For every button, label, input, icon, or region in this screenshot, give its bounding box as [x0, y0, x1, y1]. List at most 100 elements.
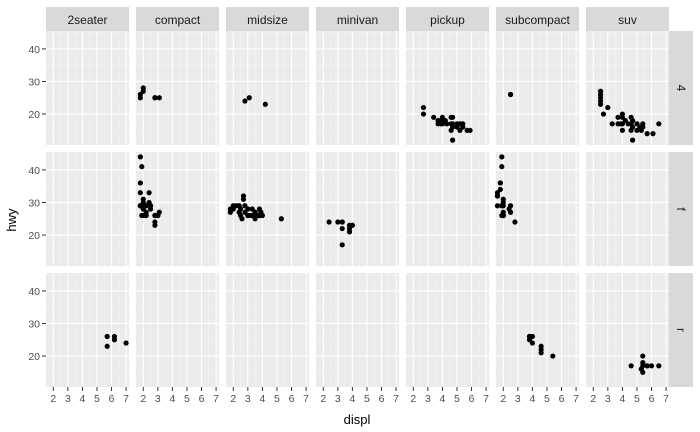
data-point — [644, 131, 650, 137]
panel-background — [46, 152, 129, 266]
data-point — [104, 333, 110, 340]
data-point — [137, 190, 143, 196]
data-point — [448, 127, 454, 133]
column-strip-midsize — [226, 7, 309, 31]
x-tick-label: 5 — [274, 393, 280, 405]
data-point — [494, 203, 501, 209]
data-point — [499, 203, 505, 209]
data-point — [339, 225, 345, 232]
data-point — [656, 363, 662, 369]
panel-r-suv — [586, 273, 669, 387]
data-point — [245, 206, 251, 212]
data-point — [628, 363, 634, 369]
panel-background — [406, 273, 489, 387]
data-point — [609, 121, 615, 127]
x-tick-label: 3 — [245, 393, 251, 405]
row-strip-f — [669, 152, 693, 266]
x-tick-label: 5 — [94, 393, 100, 405]
column-strip-label: minivan — [337, 13, 378, 27]
y-tick-label: 30 — [28, 197, 40, 209]
data-point — [139, 212, 145, 219]
data-point — [640, 359, 646, 366]
data-point — [449, 114, 456, 120]
panel-f-minivan — [316, 152, 399, 266]
data-point — [512, 219, 518, 225]
panel-background — [406, 31, 489, 145]
data-point — [634, 127, 640, 133]
x-tick-label: 4 — [439, 393, 445, 405]
data-point — [529, 333, 536, 340]
row-strip-label: 4 — [674, 85, 688, 92]
x-tick-label: 3 — [335, 393, 341, 405]
data-point — [326, 219, 332, 225]
data-point — [640, 353, 646, 359]
row-strip-label: f — [674, 207, 688, 211]
data-point — [454, 124, 460, 130]
x-tick-label: 5 — [454, 393, 460, 405]
data-point — [335, 219, 341, 225]
data-point — [444, 121, 450, 127]
panel-background — [316, 273, 399, 387]
x-tick-label: 2 — [140, 393, 146, 405]
x-tick-label: 7 — [123, 393, 129, 405]
data-point — [349, 222, 356, 228]
data-point — [143, 212, 149, 219]
panel-background — [226, 273, 309, 387]
data-point — [155, 212, 161, 219]
column-strip-compact — [136, 7, 219, 31]
x-tick-label: 4 — [529, 393, 535, 405]
data-point — [140, 88, 146, 94]
panel-background — [316, 152, 399, 266]
x-tick-label: 4 — [349, 393, 355, 405]
data-point — [507, 209, 514, 215]
data-point — [339, 219, 345, 225]
data-point — [111, 337, 118, 343]
data-point — [123, 340, 129, 346]
x-tick-label: 2 — [320, 393, 326, 405]
panel-background — [316, 31, 399, 145]
column-strip-subcompact — [496, 7, 579, 31]
data-point — [146, 190, 152, 196]
panel-4-compact — [136, 31, 219, 145]
panel-background — [586, 273, 669, 387]
data-point — [500, 196, 506, 202]
panel-r-minivan — [316, 273, 399, 387]
data-point — [497, 180, 503, 186]
column-strip-label: suv — [618, 13, 637, 27]
panel-r-compact — [136, 273, 219, 387]
column-strip-2seater — [46, 7, 129, 31]
y-tick-label: 30 — [28, 76, 40, 88]
panel-background — [136, 273, 219, 387]
panel-background — [586, 152, 669, 266]
y-axis-title: hwy — [4, 208, 19, 232]
x-tick-label: 7 — [213, 393, 219, 405]
data-point — [597, 91, 604, 98]
data-point — [640, 369, 646, 375]
x-tick-label: 2 — [410, 393, 416, 405]
x-tick-label: 7 — [393, 393, 399, 405]
data-point — [507, 91, 514, 98]
y-tick-label: 30 — [28, 318, 40, 330]
x-tick-label: 6 — [109, 393, 115, 405]
panel-4-pickup — [406, 31, 489, 145]
x-tick-label: 6 — [649, 393, 655, 405]
data-point — [499, 154, 505, 160]
x-tick-label: 4 — [619, 393, 625, 405]
panel-r-subcompact — [496, 273, 579, 387]
data-point — [605, 104, 611, 111]
x-tick-label: 6 — [199, 393, 205, 405]
data-point — [497, 186, 503, 193]
data-point — [619, 127, 626, 133]
data-point — [449, 137, 456, 143]
data-point — [644, 363, 650, 369]
column-strip-label: pickup — [430, 13, 465, 27]
data-point — [242, 98, 248, 104]
panel-f-pickup — [406, 152, 489, 266]
x-tick-label: 6 — [559, 393, 565, 405]
data-point — [339, 242, 345, 248]
panel-f-2seater — [46, 152, 129, 266]
data-point — [467, 127, 473, 133]
data-point — [252, 209, 258, 215]
panel-r-pickup — [406, 273, 489, 387]
